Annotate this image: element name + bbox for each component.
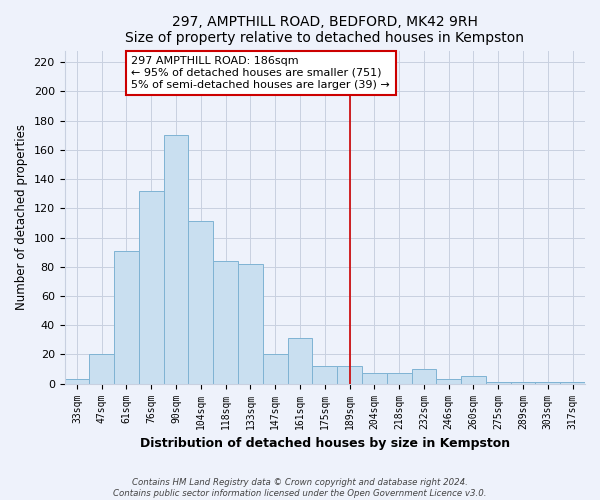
Bar	[213, 261, 238, 384]
Bar	[337, 366, 362, 384]
Text: Contains HM Land Registry data © Crown copyright and database right 2024.
Contai: Contains HM Land Registry data © Crown c…	[113, 478, 487, 498]
Bar	[436, 380, 461, 384]
Bar	[387, 374, 412, 384]
Y-axis label: Number of detached properties: Number of detached properties	[15, 124, 28, 310]
Bar	[461, 376, 486, 384]
Text: 297 AMPTHILL ROAD: 186sqm
← 95% of detached houses are smaller (751)
5% of semi-: 297 AMPTHILL ROAD: 186sqm ← 95% of detac…	[131, 56, 390, 90]
Bar	[511, 382, 535, 384]
Bar	[65, 380, 89, 384]
Bar	[263, 354, 287, 384]
Bar	[238, 264, 263, 384]
Bar	[535, 382, 560, 384]
Bar	[139, 191, 164, 384]
Bar	[164, 136, 188, 384]
Bar	[89, 354, 114, 384]
X-axis label: Distribution of detached houses by size in Kempston: Distribution of detached houses by size …	[140, 437, 510, 450]
Bar	[313, 366, 337, 384]
Bar	[114, 250, 139, 384]
Title: 297, AMPTHILL ROAD, BEDFORD, MK42 9RH
Size of property relative to detached hous: 297, AMPTHILL ROAD, BEDFORD, MK42 9RH Si…	[125, 15, 524, 45]
Bar	[412, 369, 436, 384]
Bar	[486, 382, 511, 384]
Bar	[188, 222, 213, 384]
Bar	[560, 382, 585, 384]
Bar	[287, 338, 313, 384]
Bar	[362, 374, 387, 384]
